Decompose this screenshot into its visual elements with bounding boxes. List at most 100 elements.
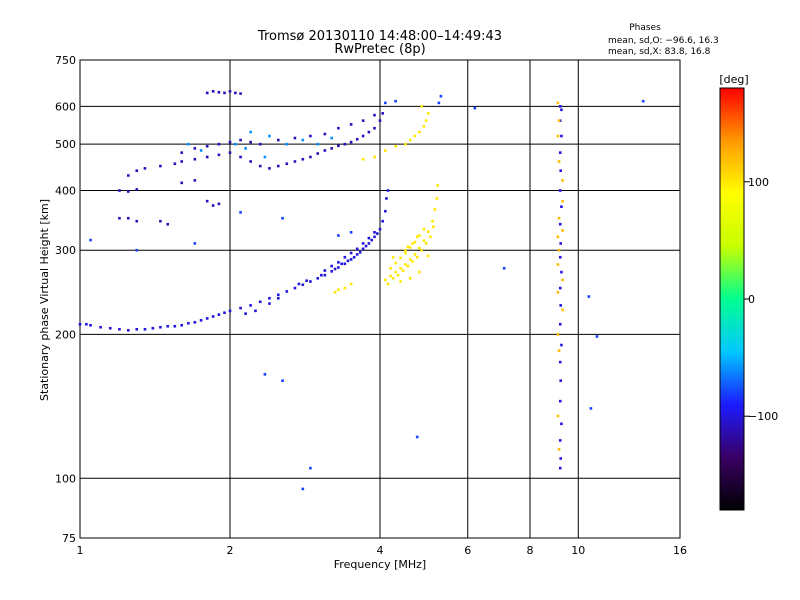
data-point: [193, 320, 197, 324]
data-point: [589, 407, 593, 410]
chart-subtitle: RwPretec (8p): [334, 42, 425, 57]
data-point: [239, 155, 242, 159]
data-point: [561, 179, 564, 182]
y-tick-label: 600: [55, 100, 76, 113]
data-point: [135, 188, 139, 191]
data-point: [556, 290, 560, 294]
data-point: [249, 140, 252, 144]
data-point: [166, 324, 170, 328]
data-point: [385, 197, 388, 200]
data-point: [268, 167, 271, 170]
data-point: [159, 164, 162, 168]
data-point: [556, 414, 560, 418]
data-point: [316, 142, 320, 146]
data-point: [560, 270, 563, 274]
data-point: [135, 169, 139, 173]
data-point: [330, 136, 334, 140]
y-tick-label: 300: [55, 244, 76, 257]
data-point: [558, 322, 562, 326]
data-point: [560, 108, 563, 112]
x-axis-label: Frequency [MHz]: [334, 558, 426, 571]
data-point: [205, 155, 209, 159]
data-point: [223, 311, 226, 315]
data-point: [217, 90, 221, 94]
data-point: [211, 315, 215, 318]
data-point: [432, 225, 435, 228]
data-point: [205, 317, 209, 320]
data-point: [437, 101, 441, 105]
data-point: [323, 273, 327, 277]
data-point: [135, 248, 139, 252]
data-point: [439, 94, 443, 98]
data-point: [126, 190, 130, 193]
data-point: [561, 229, 564, 232]
data-point: [558, 286, 562, 290]
data-point: [561, 308, 564, 312]
y-tick-label: 200: [55, 328, 76, 341]
data-point: [408, 258, 412, 261]
data-point: [205, 199, 209, 203]
data-point: [337, 288, 340, 292]
data-point: [143, 167, 147, 170]
data-point: [293, 160, 297, 163]
data-point: [159, 219, 162, 223]
data-point: [391, 255, 395, 259]
x-tick-label: 16: [673, 544, 687, 557]
data-point: [426, 112, 430, 115]
data-point: [211, 204, 215, 207]
data-point: [118, 327, 121, 331]
data-point: [349, 282, 353, 286]
data-point: [349, 231, 353, 234]
data-point: [559, 304, 563, 307]
data-point: [424, 119, 428, 122]
data-point: [361, 119, 365, 122]
colorbar-tick-label: −100: [748, 410, 778, 423]
data-point: [239, 211, 242, 214]
data-point: [557, 349, 561, 352]
data-point: [333, 290, 337, 294]
data-point: [378, 119, 382, 122]
data-point: [415, 255, 419, 259]
data-points: [78, 90, 645, 491]
data-point: [370, 238, 374, 242]
data-point: [258, 164, 262, 168]
data-point: [435, 197, 439, 200]
x-tick-label: 4: [377, 544, 384, 557]
data-point: [418, 270, 421, 274]
y-tick-labels: 75 100 200 300 400 500 600 750: [55, 54, 76, 545]
data-point: [239, 138, 242, 142]
data-point: [330, 264, 334, 268]
data-point: [404, 142, 407, 146]
data-point: [394, 270, 397, 274]
data-point: [401, 269, 405, 272]
data-point: [556, 134, 560, 138]
data-point: [587, 295, 591, 298]
data-point: [422, 227, 426, 231]
data-point: [349, 140, 353, 144]
x-tick-label: 1: [77, 544, 84, 557]
data-point: [373, 155, 376, 159]
data-point: [355, 253, 359, 256]
data-point: [228, 90, 232, 93]
data-point: [384, 209, 387, 213]
data-point: [309, 466, 312, 470]
data-point: [337, 261, 340, 264]
data-point: [316, 152, 320, 155]
data-point: [389, 274, 392, 278]
data-point: [193, 179, 197, 182]
data-point: [305, 279, 308, 283]
data-point: [309, 134, 312, 138]
data-point: [340, 262, 343, 266]
data-point: [426, 230, 430, 233]
data-point: [228, 309, 232, 313]
data-point: [346, 259, 350, 263]
data-point: [384, 101, 387, 105]
data-point: [418, 130, 421, 134]
data-point: [378, 227, 382, 231]
chart-title: Tromsø 20130110 14:48:00–14:49:43: [257, 29, 502, 44]
data-point: [352, 255, 356, 259]
data-point: [135, 219, 139, 223]
data-point: [217, 153, 221, 157]
data-point: [418, 234, 421, 237]
data-point: [223, 91, 226, 95]
